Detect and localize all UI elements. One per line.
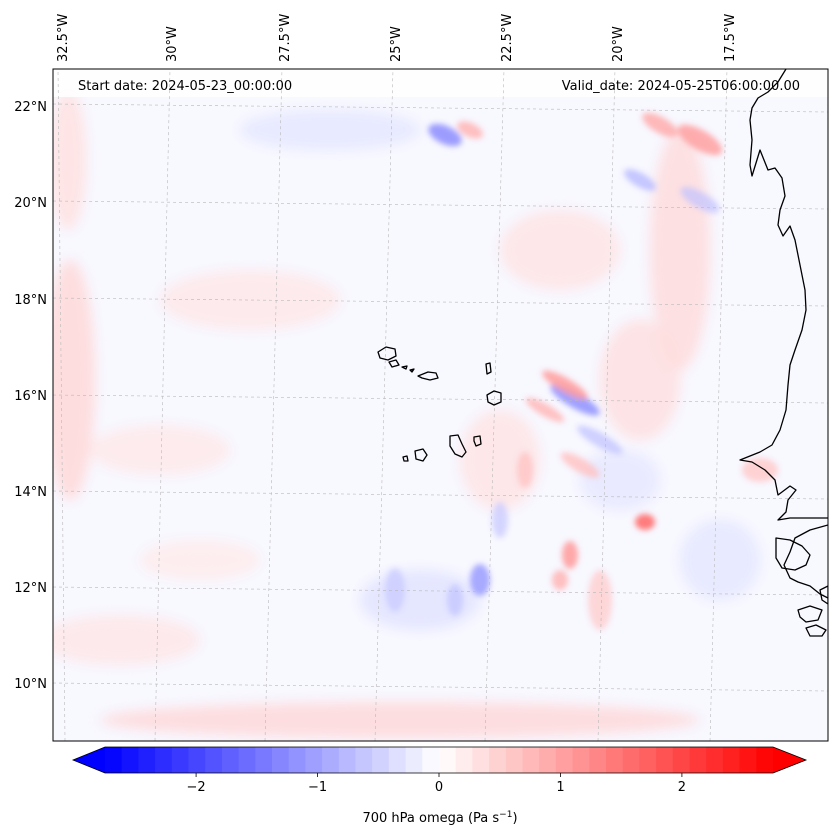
colorbar-cell — [322, 747, 340, 773]
colorbar-cells — [73, 747, 806, 773]
colorbar-cell — [255, 747, 273, 773]
colorbar-tick-label: −2 — [187, 780, 206, 795]
lon-label: 17.5°W — [723, 14, 738, 62]
colorbar: −2 −1 0 1 2 700 hPa omega (Pa s−1) — [71, 746, 808, 826]
colorbar-cell — [439, 747, 457, 773]
colorbar-cell — [121, 747, 139, 773]
colorbar-cell — [288, 747, 306, 773]
colorbar-cell — [706, 747, 724, 773]
lon-label: 25°W — [389, 26, 404, 62]
colorbar-cell — [522, 747, 540, 773]
colorbar-cell — [105, 747, 123, 773]
colorbar-cell — [639, 747, 657, 773]
colorbar-max-extend — [773, 747, 806, 773]
colorbar-cell — [689, 747, 707, 773]
valid-date-label: Valid_date: 2024-05-25T06:00:00.00 — [562, 79, 800, 94]
colorbar-cell — [171, 747, 190, 773]
lon-label: 30°W — [165, 26, 180, 62]
lon-label: 22.5°W — [500, 14, 515, 62]
island-sao-nicolau — [417, 371, 439, 381]
colorbar-tick-label: −1 — [308, 780, 327, 795]
map-panel: Start date: 2024-05-23_00:00:00 Valid_da… — [53, 69, 828, 741]
colorbar-cell — [238, 747, 256, 773]
colorbar-cell — [388, 747, 407, 773]
colorbar-cell — [606, 747, 624, 773]
colorbar-cell — [472, 747, 490, 773]
colorbar-cell — [138, 747, 156, 773]
omega-field-strong-cells — [385, 112, 778, 630]
colorbar-cell — [422, 747, 440, 773]
colorbar-cell — [405, 747, 423, 773]
lon-label: 27.5°W — [278, 14, 293, 62]
colorbar-outline — [71, 746, 808, 774]
lat-label: 16°N — [14, 389, 47, 404]
colorbar-cell — [739, 747, 757, 773]
colorbar-cell — [455, 747, 473, 773]
graticule — [53, 69, 828, 741]
coastlines — [377, 69, 828, 637]
africa-coastline — [739, 69, 828, 521]
lat-label: 10°N — [14, 677, 47, 692]
island-santiago — [449, 434, 467, 458]
lat-label: 22°N — [14, 100, 47, 115]
island-boa-vista — [486, 390, 502, 406]
colorbar-cell — [539, 747, 557, 773]
header-band — [53, 69, 828, 97]
colorbar-cell — [155, 747, 173, 773]
lon-label: 20°W — [611, 26, 626, 62]
colorbar-cell — [555, 747, 574, 773]
island-santo-antao — [377, 346, 397, 361]
lat-label: 18°N — [14, 293, 47, 308]
colorbar-cell — [188, 747, 206, 773]
latitude-labels: 22°N 20°N 18°N 16°N 14°N 12°N 10°N — [14, 100, 47, 692]
colorbar-cell — [589, 747, 607, 773]
colorbar-tick-label: 2 — [678, 780, 686, 795]
colorbar-cell — [672, 747, 691, 773]
colorbar-cell — [656, 747, 674, 773]
colorbar-cell — [221, 747, 240, 773]
colorbar-ticks: −2 −1 0 1 2 — [187, 773, 686, 795]
colorbar-cell — [272, 747, 290, 773]
island-sal — [485, 362, 492, 375]
island-brava — [402, 455, 409, 462]
colorbar-cell — [572, 747, 590, 773]
colorbar-cell — [489, 747, 507, 773]
colorbar-cell — [722, 747, 741, 773]
longitude-labels: 32.5°W 30°W 27.5°W 25°W 22.5°W 20°W 17.5… — [56, 14, 738, 62]
map-border — [52, 68, 829, 742]
island-sao-vicente — [388, 359, 400, 368]
lon-label: 32.5°W — [56, 14, 71, 62]
africa-coastline-south — [783, 524, 828, 599]
colorbar-cell — [305, 747, 323, 773]
colorbar-min-extend — [73, 747, 105, 773]
island-fogo — [414, 448, 428, 462]
colorbar-cell — [338, 747, 357, 773]
colorbar-cell — [205, 747, 223, 773]
colorbar-cell — [372, 747, 390, 773]
colorbar-cell — [355, 747, 373, 773]
lat-label: 12°N — [14, 581, 47, 596]
start-date-label: Start date: 2024-05-23_00:00:00 — [78, 79, 292, 94]
omega-field-anomalies — [53, 90, 760, 738]
lat-label: 20°N — [14, 196, 47, 211]
colorbar-cell — [756, 747, 774, 773]
lat-label: 14°N — [14, 485, 47, 500]
colorbar-tick-label: 0 — [435, 780, 443, 795]
colorbar-tick-label: 1 — [556, 780, 564, 795]
island-maio — [473, 435, 482, 447]
colorbar-title: 700 hPa omega (Pa s−1) — [362, 810, 517, 826]
colorbar-cell — [622, 747, 640, 773]
colorbar-cell — [505, 747, 524, 773]
